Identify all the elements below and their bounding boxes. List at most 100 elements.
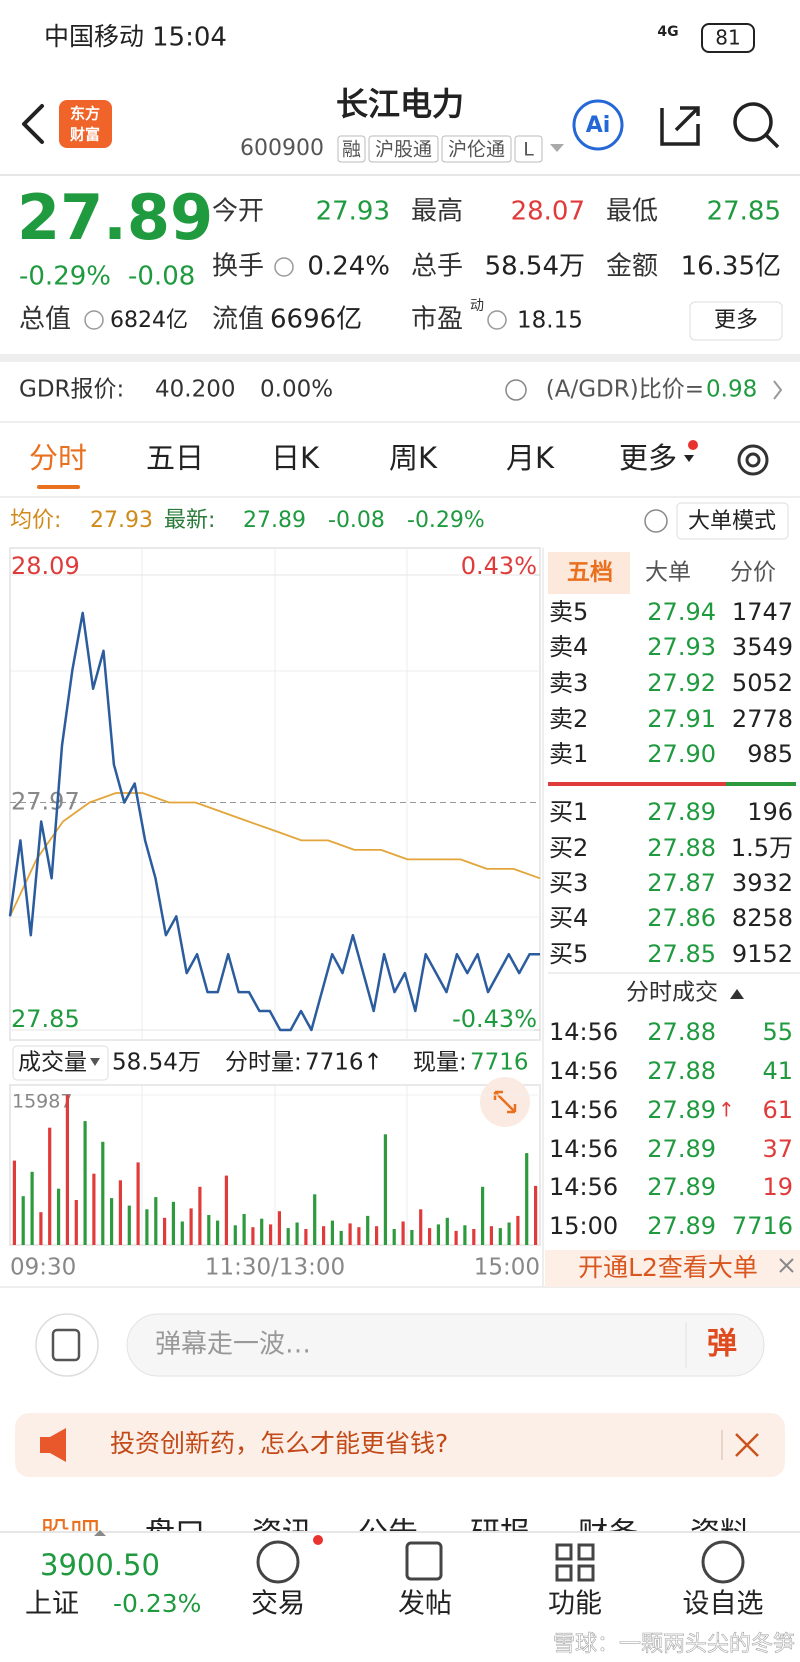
index-change: -0.23% [113, 1589, 201, 1618]
volume-bar [366, 1215, 370, 1245]
book-volume: 3932 [732, 869, 793, 897]
ai-button[interactable] [572, 99, 624, 151]
chart-tab[interactable]: 五日 [146, 441, 204, 475]
search-button[interactable] [733, 102, 773, 142]
latest-value: 27.89 [243, 508, 306, 533]
volume-bar [322, 1226, 326, 1245]
ad-banner[interactable] [15, 1413, 785, 1477]
volume-label: 成交量 [18, 1050, 87, 1076]
function-icon-cell [555, 1564, 573, 1582]
volume-selector[interactable] [12, 1045, 109, 1081]
mode-button[interactable] [676, 502, 789, 540]
book-label: 买5 [549, 940, 588, 968]
gdr-price: 40.200 [155, 377, 235, 403]
function-icon[interactable] [555, 1543, 595, 1582]
info-icon[interactable] [274, 257, 294, 277]
volume-bar [348, 1223, 352, 1245]
network: 4G [657, 24, 678, 40]
volume-bar [171, 1201, 175, 1245]
comment-icon-button[interactable] [35, 1313, 99, 1377]
nav-item[interactable]: 功能 [548, 1589, 602, 1620]
active-tab-bg [548, 552, 630, 594]
volume-bar [295, 1222, 299, 1245]
current-volume: 7716 [470, 1050, 529, 1076]
stock-tag: 沪伦通 [448, 139, 505, 161]
volume-bar [286, 1228, 290, 1245]
stat-label: 市盈 [411, 305, 463, 335]
l2-banner[interactable] [545, 1250, 800, 1287]
book-price: 27.86 [647, 904, 716, 932]
book-price: 27.85 [647, 940, 716, 968]
chevron [773, 380, 783, 400]
book-price: 27.93 [647, 633, 716, 661]
volume-bar [383, 1134, 387, 1245]
volume-bar [216, 1220, 220, 1245]
volume-bar [489, 1226, 493, 1245]
trade-icon[interactable] [256, 1540, 300, 1584]
volume-caret [90, 1058, 100, 1066]
volume-bar [145, 1209, 149, 1245]
book-tab[interactable]: 五档 [567, 560, 613, 586]
chart-tab[interactable]: 日K [271, 441, 320, 475]
book-volume: 985 [747, 740, 793, 768]
close-ad[interactable] [735, 1433, 759, 1457]
volume-bar [136, 1162, 140, 1245]
expand-icon [493, 1090, 517, 1114]
book-tab[interactable]: 大单 [645, 560, 691, 586]
stat-value: 0.24% [307, 252, 390, 282]
volume-bar [251, 1227, 255, 1245]
chart-tab[interactable]: 周K [389, 441, 438, 475]
badge-dot [688, 440, 698, 450]
volume-bar [118, 1180, 122, 1245]
minute-volume-label: 分时量: [225, 1050, 302, 1076]
volume-bar [410, 1230, 414, 1245]
volume-total: 58.54万 [112, 1050, 201, 1076]
nav-item[interactable]: 交易 [251, 1589, 305, 1620]
x-tick-label: 09:30 [10, 1255, 76, 1281]
function-icon-cell [577, 1564, 595, 1582]
volume-bar [419, 1209, 423, 1245]
nav-item[interactable]: 设自选 [683, 1589, 764, 1620]
watchlist-icon[interactable] [701, 1540, 745, 1584]
help-icon[interactable] [505, 379, 527, 401]
chart-tab[interactable]: 分时 [29, 441, 87, 475]
volume-bar [65, 1095, 69, 1245]
info-icon[interactable] [487, 310, 507, 330]
post-icon[interactable] [405, 1541, 443, 1581]
tab-caret [684, 455, 694, 462]
volume-bar [189, 1208, 193, 1245]
index-name: 上证 [25, 1589, 79, 1620]
volume-bar [12, 1160, 16, 1245]
volume-bar [375, 1226, 379, 1245]
info-icon[interactable] [84, 310, 104, 330]
battery [701, 23, 755, 53]
brand-badge[interactable] [59, 100, 112, 148]
more-button-text: 更多 [714, 308, 758, 333]
chart-tab[interactable]: 更多 [619, 441, 677, 475]
chart-tab[interactable]: 月K [506, 441, 555, 475]
volume-bar [428, 1228, 432, 1245]
settings-button[interactable] [737, 444, 769, 476]
back-button[interactable] [22, 104, 44, 144]
bottom-nav [0, 1532, 800, 1662]
help-icon[interactable] [644, 509, 668, 533]
volume-bar [48, 1127, 52, 1245]
volume-bar [198, 1186, 202, 1245]
danmaku-button[interactable]: 弹 [707, 1327, 737, 1362]
comment-input[interactable] [126, 1313, 765, 1377]
tag-box [337, 135, 366, 163]
share-button[interactable] [660, 106, 700, 146]
settings-button [745, 452, 761, 468]
carrier: 中国移动 [44, 22, 144, 51]
book-tab[interactable]: 分价 [730, 560, 776, 586]
mode-button-text: 大单模式 [688, 509, 776, 534]
book-price: 27.89 [647, 798, 716, 826]
stat-label: 换手 [212, 252, 264, 282]
stat-label: 总值 [19, 305, 71, 335]
nav-item[interactable]: 发帖 [398, 1589, 452, 1620]
more-button[interactable] [689, 301, 783, 341]
volume-bar [277, 1211, 281, 1245]
gdr-ratio-label: (A/GDR)比价= [546, 377, 704, 403]
